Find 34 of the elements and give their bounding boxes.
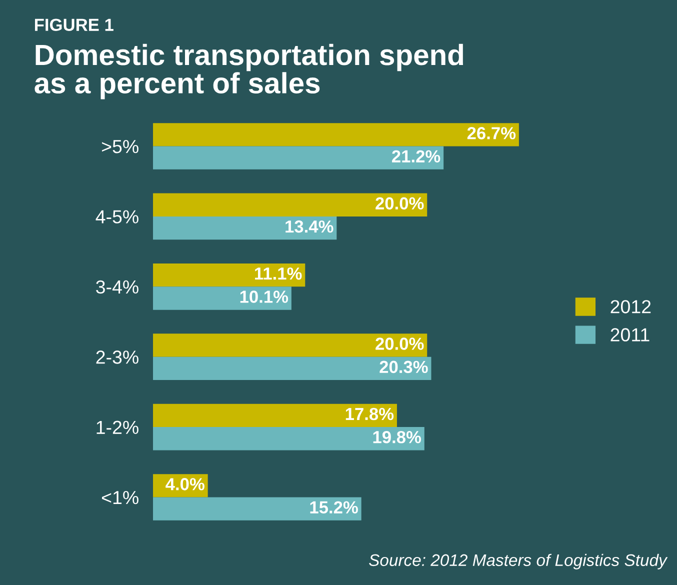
- y-tick-label: <1%: [102, 491, 138, 504]
- y-tick-label: 1-2%: [96, 420, 138, 434]
- bar: [153, 427, 424, 450]
- bar: [153, 263, 306, 287]
- source-note: Source: 2012 Masters of Logistics Study: [369, 554, 668, 570]
- legend-label: 2011: [610, 328, 650, 342]
- data-label: 20.3%: [380, 360, 428, 374]
- bar: [153, 146, 444, 170]
- chart-title: Domestic transportation spend as a percent of sales: [34, 44, 464, 100]
- legend-label: 2012: [610, 300, 651, 314]
- data-label: 21.2%: [392, 150, 440, 162]
- data-label: 11.1%: [255, 267, 302, 280]
- bar: [153, 334, 428, 357]
- bar: [153, 193, 428, 216]
- bar: [153, 497, 362, 520]
- data-label: 20.0%: [376, 338, 424, 350]
- bar: [153, 404, 397, 428]
- bar: [153, 123, 519, 146]
- data-label: 13.4%: [286, 220, 334, 233]
- data-label: 19.8%: [373, 431, 421, 444]
- data-label: 20.0%: [376, 197, 424, 210]
- y-tick-label: 3-4%: [96, 280, 138, 294]
- bar: [153, 356, 432, 380]
- data-label: 4.0%: [166, 478, 204, 490]
- data-label: 26.7%: [467, 127, 516, 140]
- y-tick-label: >5%: [102, 140, 138, 154]
- data-label: 17.8%: [346, 408, 394, 420]
- data-label: 10.1%: [240, 290, 288, 303]
- data-label: 15.2%: [310, 501, 358, 514]
- bar: [153, 286, 292, 310]
- bar: [153, 216, 337, 240]
- chart-subtitle: FIGURE 1: [35, 18, 114, 31]
- y-tick-label: 4-5%: [96, 210, 138, 224]
- y-tick-label: 2-3%: [96, 350, 138, 364]
